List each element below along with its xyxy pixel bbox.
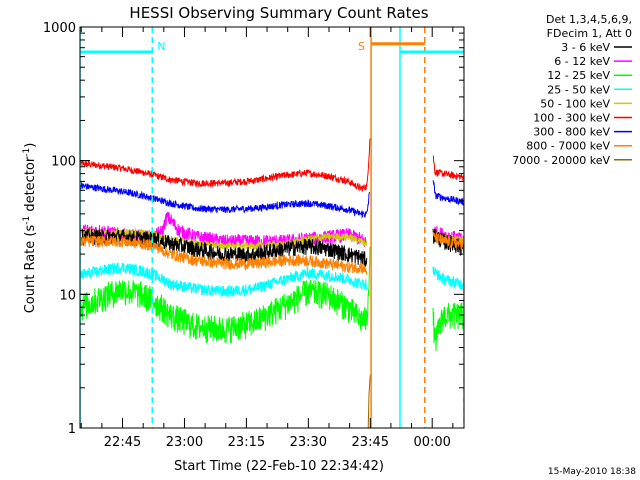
chart-title: HESSI Observing Summary Count Rates: [129, 4, 428, 22]
y-tick-label: 1000: [43, 21, 76, 36]
legend-label: 25 - 50 keV: [547, 83, 610, 96]
series-800-7000-kev: [80, 234, 368, 275]
legend-label: 12 - 25 keV: [547, 69, 610, 82]
legend-header-line2: FDecim 1, Att 0: [547, 27, 632, 40]
legend-label: 7000 - 20000 keV: [512, 154, 610, 167]
flag-label-n: N: [157, 40, 165, 53]
plot-frame: [79, 26, 465, 429]
x-tick-label: 23:45: [352, 435, 389, 450]
legend-label: 300 - 800 keV: [533, 126, 610, 139]
series-25-50-kev: [80, 262, 368, 298]
legend-label: 3 - 6 keV: [561, 41, 610, 54]
series-layer: [80, 138, 464, 428]
series-25-50-kev-after-gap: [432, 266, 464, 290]
x-tick-label: 23:15: [228, 435, 265, 450]
legend-label: 6 - 12 keV: [554, 55, 610, 68]
legend-header-line1: Det 1,3,4,5,6,9,: [546, 13, 632, 26]
series-7000-20000-kev: [367, 374, 371, 428]
y-tick-label: 1: [68, 422, 76, 437]
series-800-7000-kev-after-gap: [432, 231, 464, 250]
series-100-300-kev: [80, 138, 371, 192]
x-tick-label: 23:30: [290, 435, 327, 450]
y-tick-label: 10: [59, 288, 76, 303]
series-50-100-kev: [80, 227, 368, 250]
y-axis-label: Count Rate (s-1 detector-1): [22, 143, 38, 314]
series-12-25-kev: [80, 246, 371, 345]
series-100-300-kev-after-gap: [432, 155, 464, 181]
axes-layer: 1 10 100 1000 22:45 23:00 23:15 23:30 23:45 00:00: [43, 21, 465, 450]
legend-label: 800 - 7000 keV: [526, 140, 610, 153]
series-12-25-kev-after-gap: [432, 302, 464, 352]
x-tick-label: 00:00: [413, 435, 450, 450]
legend-label: 50 - 100 keV: [540, 97, 610, 110]
x-tick-label: 22:45: [104, 435, 141, 450]
x-axis-label: Start Time (22-Feb-10 22:34:42): [174, 459, 384, 474]
timestamp: 15-May-2010 18:38: [548, 467, 636, 477]
y-tick-label: 100: [51, 155, 76, 170]
x-tick-label: 23:00: [166, 435, 203, 450]
flag-label-s: S: [358, 40, 365, 53]
series-300-800-kev: [80, 181, 370, 219]
series-300-800-kev-after-gap: [432, 180, 464, 206]
legend-label: 100 - 300 keV: [533, 112, 610, 125]
